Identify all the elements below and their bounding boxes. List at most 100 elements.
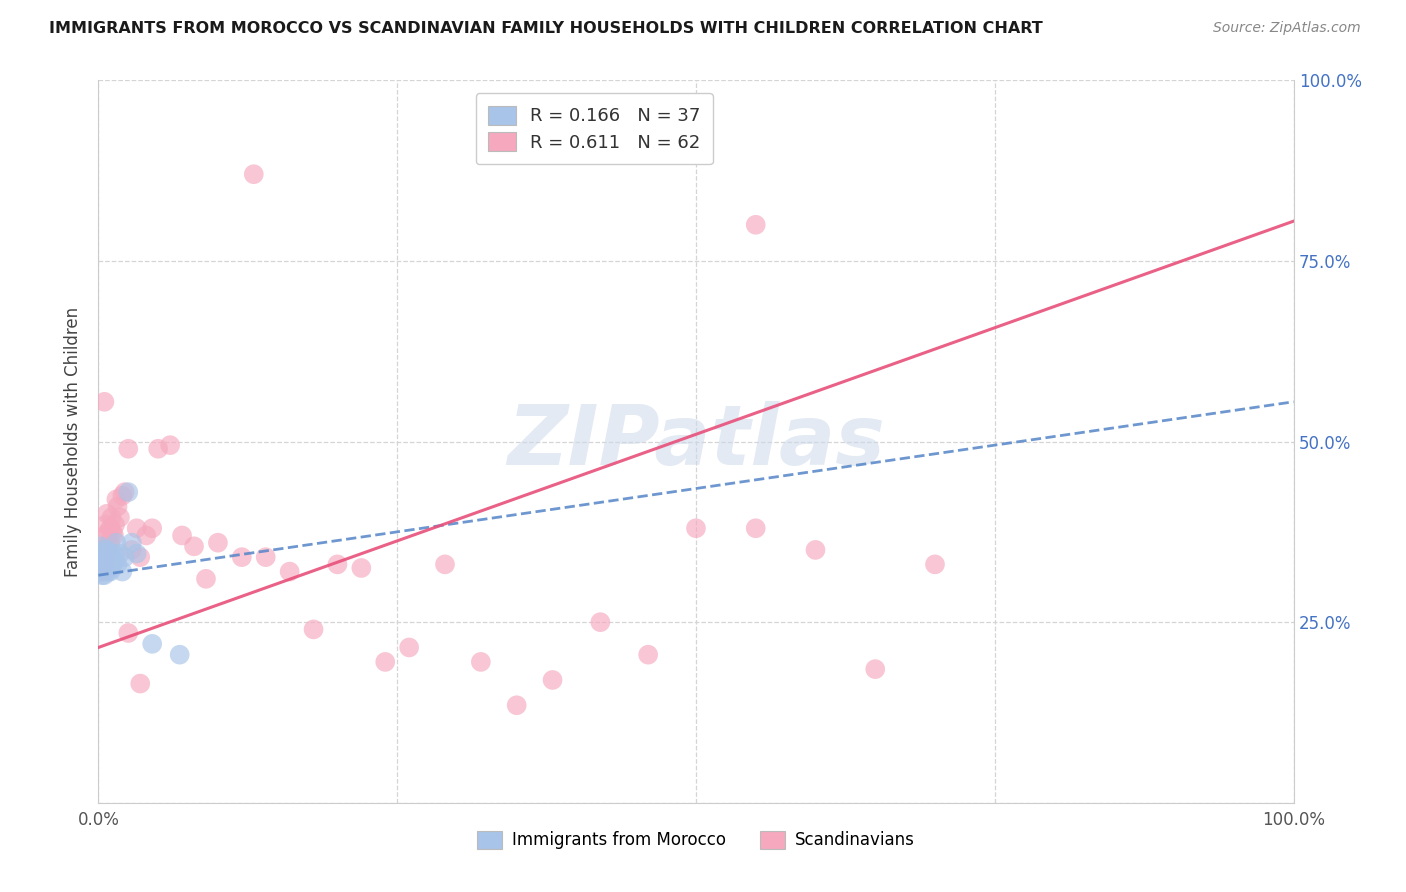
Legend: Immigrants from Morocco, Scandinavians: Immigrants from Morocco, Scandinavians bbox=[471, 824, 921, 856]
Point bbox=[93, 550, 115, 565]
Point bbox=[141, 521, 163, 535]
Point bbox=[745, 521, 768, 535]
Point bbox=[104, 517, 127, 532]
Point bbox=[129, 550, 152, 565]
Point bbox=[93, 394, 115, 409]
Point bbox=[114, 485, 136, 500]
Point bbox=[111, 489, 134, 503]
Point bbox=[108, 547, 131, 561]
Point bbox=[107, 558, 129, 572]
Y-axis label: Family Households with Children: Family Households with Children bbox=[65, 307, 83, 576]
Point bbox=[172, 528, 194, 542]
Point bbox=[374, 655, 396, 669]
Point bbox=[96, 542, 118, 557]
Point bbox=[90, 554, 112, 568]
Point bbox=[91, 550, 114, 565]
Point bbox=[97, 535, 120, 549]
Point bbox=[104, 554, 127, 568]
Point bbox=[96, 561, 118, 575]
Point bbox=[159, 438, 181, 452]
Point bbox=[231, 550, 253, 565]
Point bbox=[103, 528, 125, 542]
Point bbox=[183, 539, 205, 553]
Point bbox=[98, 547, 121, 561]
Point bbox=[117, 626, 139, 640]
Point bbox=[117, 442, 139, 456]
Point bbox=[93, 542, 115, 557]
Point bbox=[98, 554, 122, 568]
Point bbox=[90, 565, 112, 579]
Point bbox=[243, 167, 266, 181]
Point bbox=[96, 542, 118, 557]
Point bbox=[129, 676, 152, 690]
Point bbox=[93, 550, 115, 565]
Point bbox=[121, 535, 143, 549]
Point bbox=[98, 558, 121, 572]
Point bbox=[637, 648, 659, 662]
Point bbox=[91, 558, 114, 572]
Point bbox=[97, 550, 120, 565]
Point bbox=[91, 554, 114, 568]
Point bbox=[207, 535, 229, 549]
Point bbox=[105, 535, 128, 549]
Point bbox=[125, 547, 148, 561]
Point bbox=[90, 539, 112, 553]
Point bbox=[107, 500, 129, 514]
Point bbox=[96, 507, 118, 521]
Point bbox=[117, 485, 139, 500]
Point bbox=[98, 550, 121, 565]
Point bbox=[589, 615, 612, 630]
Point bbox=[91, 547, 114, 561]
Point bbox=[94, 547, 117, 561]
Point bbox=[685, 521, 707, 535]
Point bbox=[254, 550, 277, 565]
Point bbox=[434, 558, 457, 572]
Point bbox=[141, 637, 163, 651]
Point bbox=[398, 640, 420, 655]
Point bbox=[169, 648, 191, 662]
Point bbox=[103, 547, 125, 561]
Point bbox=[98, 565, 122, 579]
Point bbox=[100, 550, 122, 565]
Point bbox=[804, 542, 827, 557]
Point bbox=[470, 655, 492, 669]
Point bbox=[91, 547, 114, 561]
Point bbox=[98, 535, 122, 549]
Point bbox=[865, 662, 887, 676]
Text: ZIPatlas: ZIPatlas bbox=[508, 401, 884, 482]
Point bbox=[108, 510, 131, 524]
Point bbox=[96, 554, 118, 568]
Point bbox=[105, 492, 128, 507]
Point bbox=[745, 218, 768, 232]
Point bbox=[278, 565, 301, 579]
Point bbox=[91, 542, 114, 557]
Point bbox=[94, 517, 117, 532]
Point bbox=[350, 561, 373, 575]
Point bbox=[89, 558, 111, 572]
Point bbox=[121, 542, 143, 557]
Point bbox=[302, 623, 325, 637]
Point bbox=[506, 698, 529, 713]
Point bbox=[924, 558, 946, 572]
Point bbox=[97, 565, 120, 579]
Point bbox=[114, 550, 136, 565]
Point bbox=[93, 568, 115, 582]
Point bbox=[326, 558, 349, 572]
Point bbox=[100, 510, 122, 524]
Point bbox=[91, 561, 114, 575]
Text: Source: ZipAtlas.com: Source: ZipAtlas.com bbox=[1213, 21, 1361, 35]
Point bbox=[101, 558, 124, 572]
Point bbox=[125, 521, 148, 535]
Point bbox=[94, 528, 117, 542]
Point bbox=[135, 528, 157, 542]
Point bbox=[111, 565, 134, 579]
Text: IMMIGRANTS FROM MOROCCO VS SCANDINAVIAN FAMILY HOUSEHOLDS WITH CHILDREN CORRELAT: IMMIGRANTS FROM MOROCCO VS SCANDINAVIAN … bbox=[49, 21, 1043, 36]
Point bbox=[93, 558, 115, 572]
Point bbox=[91, 565, 114, 579]
Point bbox=[541, 673, 564, 687]
Point bbox=[91, 568, 114, 582]
Point bbox=[97, 524, 120, 539]
Point bbox=[98, 521, 122, 535]
Point bbox=[94, 558, 117, 572]
Point bbox=[91, 561, 114, 575]
